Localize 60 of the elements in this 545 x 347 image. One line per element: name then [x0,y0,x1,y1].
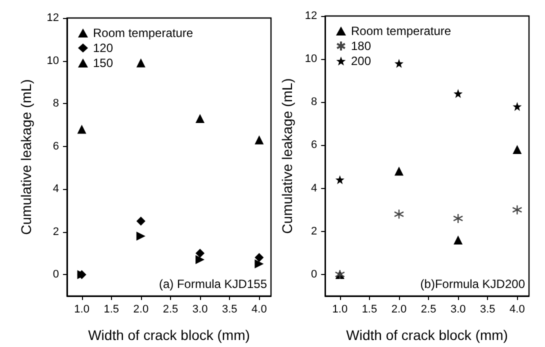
legend-label: Room temperature [93,26,194,40]
x-tick-label: 2.0 [133,304,149,316]
x-tick-label: 3.0 [192,304,208,316]
y-tick-label: 2 [52,226,59,238]
y-tick-label: 10 [304,53,318,66]
x-axis-title: Width of crack block (mm) [88,327,250,343]
point [254,135,264,144]
x-tick-label: 2.5 [162,304,178,316]
point [136,232,146,241]
y-axis-title: Cumulative leakage (mL) [18,79,34,235]
x-tick-label: 1.0 [332,304,348,316]
x-tick-label: 2.5 [420,304,436,316]
point [254,253,264,262]
y-tick-label: 4 [52,183,59,196]
y-tick-label: 10 [46,54,59,67]
x-tick-label: 1.0 [74,304,90,316]
x-tick-label: 2.0 [391,304,407,316]
point [196,114,205,124]
point [512,204,522,215]
y-tick-label: 6 [52,140,59,152]
point [254,259,264,268]
legend-label: 150 [93,56,114,70]
y-axis-title: Cumulative leakage (mL) [279,78,295,234]
point [136,58,146,68]
point [196,248,205,258]
point [77,124,86,134]
point [394,58,404,68]
x-axis-title: Width of crack block (mm) [346,327,508,343]
y-tick-label: 8 [52,98,59,110]
y-tick-label: 0 [52,268,59,281]
y-tick-label: 4 [311,182,318,194]
x-tick-label: 3.5 [222,304,238,316]
point [512,145,522,154]
x-tick-label: 1.5 [362,304,378,316]
point [136,216,146,226]
legend-label: 120 [93,41,114,55]
legend-label: Room temperature [351,24,452,38]
y-tick-label: 12 [46,12,59,24]
annotation: (b)Formula KJD200 [420,277,526,291]
x-tick-label: 3.5 [480,304,496,316]
point [394,209,404,220]
x-tick-label: 3.0 [450,304,466,316]
y-tick-label: 6 [311,139,318,152]
y-tick-label: 12 [304,10,318,22]
y-tick-label: 8 [311,96,318,108]
y-tick-label: 2 [311,225,318,238]
legend-label: 200 [351,54,372,68]
point [335,175,344,184]
point [454,89,463,98]
annotation: (a) Formula KJD155 [158,277,268,291]
point [454,236,463,244]
point [512,102,522,111]
x-tick-label: 1.5 [104,304,119,316]
point [196,255,205,264]
x-tick-label: 4.0 [252,304,267,316]
point [452,213,464,224]
legend-label: 180 [351,39,372,53]
x-tick-label: 4.0 [510,304,525,316]
point [394,166,404,176]
y-tick-label: 0 [311,268,318,280]
